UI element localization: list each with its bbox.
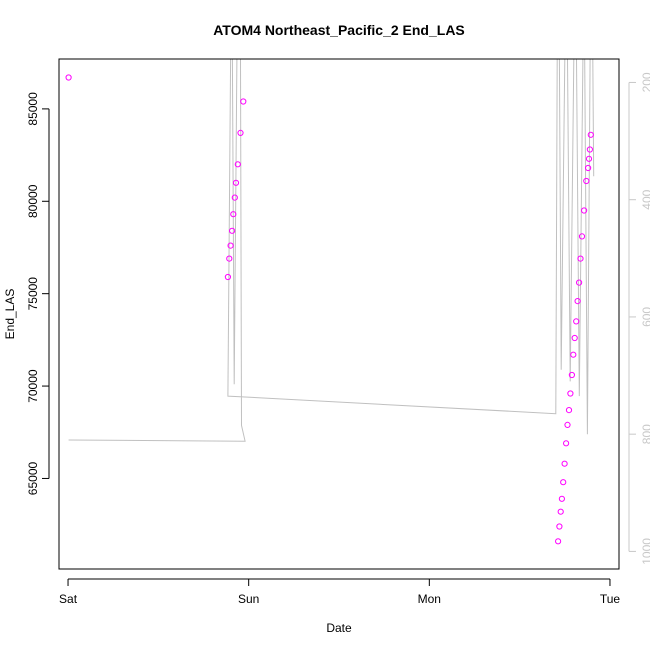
data-point-12: [556, 523, 563, 530]
data-point-4: [229, 227, 236, 234]
data-point-23: [571, 334, 578, 342]
data-point-20: [567, 390, 574, 397]
y-tick-label-3: 80000: [26, 184, 40, 218]
y-tick-label-2: 75000: [26, 277, 40, 311]
plot-frame: [58, 58, 620, 570]
data-point-0: [65, 74, 72, 81]
right-y-axis: 200 400 600 800 1000: [628, 72, 650, 565]
y2-tick-label-4: 1000: [640, 538, 650, 565]
x-tick-label-0: Sat: [59, 592, 78, 606]
trace-line-layer: [68, 58, 595, 442]
data-point-14: [558, 495, 566, 502]
data-point-21: [568, 371, 576, 379]
y-tick-label-1: 70000: [26, 369, 40, 403]
data-point-17: [563, 440, 570, 447]
data-point-19: [565, 407, 573, 414]
data-point-7: [232, 179, 240, 186]
data-point-25: [574, 298, 581, 305]
y-axis-label: End_LAS: [3, 289, 17, 340]
data-point-13: [557, 508, 564, 515]
data-point-29: [581, 207, 588, 214]
x-tick-label-2: Mon: [418, 592, 441, 606]
trace-line: [68, 58, 595, 442]
data-point-24: [573, 318, 580, 325]
chart-title: ATOM4 Northeast_Pacific_2 End_LAS: [213, 22, 465, 38]
data-point-10: [240, 98, 247, 105]
y2-tick-label-2: 600: [640, 307, 650, 327]
scatter-points-layer: [65, 74, 594, 545]
data-point-32: [585, 155, 593, 162]
data-point-22: [570, 351, 577, 358]
data-point-5: [230, 211, 237, 218]
data-point-6: [231, 194, 238, 201]
y2-tick-label-1: 400: [640, 189, 650, 209]
data-point-8: [234, 161, 241, 168]
data-point-26: [576, 279, 583, 286]
data-point-28: [578, 233, 586, 240]
data-point-15: [560, 479, 567, 486]
y-tick-label-0: 65000: [26, 461, 40, 495]
data-point-18: [564, 421, 571, 428]
data-point-31: [585, 164, 592, 172]
y-tick-label-4: 85000: [26, 92, 40, 126]
data-point-1: [224, 273, 231, 281]
data-point-33: [586, 146, 594, 153]
x-axis-label: Date: [326, 621, 352, 635]
x-axis: Sat Sun Mon Tue: [59, 578, 621, 606]
data-point-27: [577, 255, 584, 262]
y-axis: 65000 70000 75000 80000 85000: [26, 92, 50, 495]
data-point-3: [227, 242, 234, 249]
y2-tick-label-0: 200: [640, 72, 650, 92]
x-tick-label-1: Sun: [238, 592, 259, 606]
data-point-2: [226, 255, 233, 262]
data-point-16: [561, 460, 568, 467]
data-point-9: [237, 129, 244, 136]
x-tick-label-3: Tue: [600, 592, 621, 606]
y2-tick-label-3: 800: [640, 424, 650, 444]
data-point-11: [555, 538, 562, 545]
data-point-30: [583, 177, 590, 185]
data-point-34: [587, 131, 594, 138]
